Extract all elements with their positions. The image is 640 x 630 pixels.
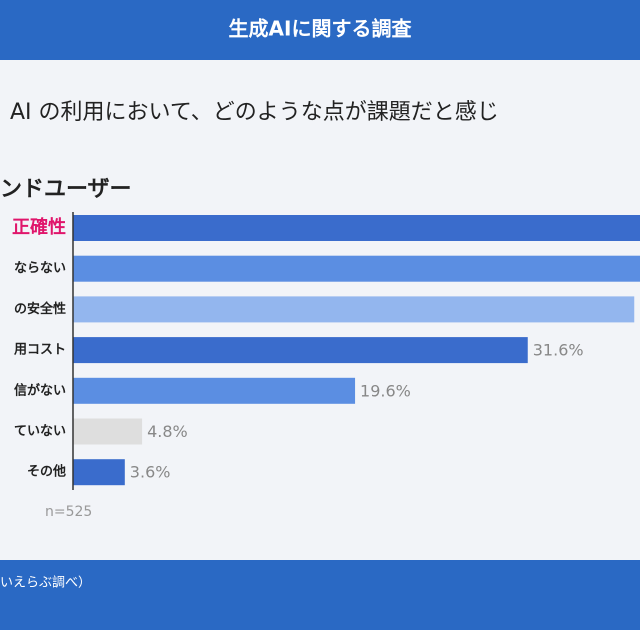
question: AI の利用において、どのような点が課題だと感じ: [10, 100, 499, 125]
bar: [73, 459, 125, 486]
bar: [73, 255, 640, 282]
category-label: の安全性: [14, 301, 66, 317]
footer-note: いえらぶ調べ）: [0, 576, 91, 591]
category-label: ていない: [14, 424, 66, 439]
category-label: その他: [27, 464, 66, 480]
sample-note: n=525: [45, 504, 92, 520]
header-band: [0, 0, 640, 60]
category-label: 正確性: [12, 216, 66, 238]
chart-title: ンドユーザー: [0, 177, 132, 202]
category-label: 用コスト: [13, 343, 66, 358]
bar: [73, 296, 635, 323]
category-label: 信がない: [14, 382, 66, 398]
value-label: 3.6%: [130, 463, 171, 482]
header-title: 生成AIに関する調査: [229, 17, 412, 41]
value-label: 4.8%: [147, 422, 188, 441]
bar: [73, 215, 640, 241]
value-label: 19.6%: [360, 381, 411, 400]
bar: [73, 337, 528, 364]
value-label: 31.6%: [533, 341, 584, 360]
footer-band: [0, 560, 640, 630]
bar: [73, 377, 356, 404]
category-label: ならない: [14, 261, 66, 276]
bar: [73, 418, 143, 445]
